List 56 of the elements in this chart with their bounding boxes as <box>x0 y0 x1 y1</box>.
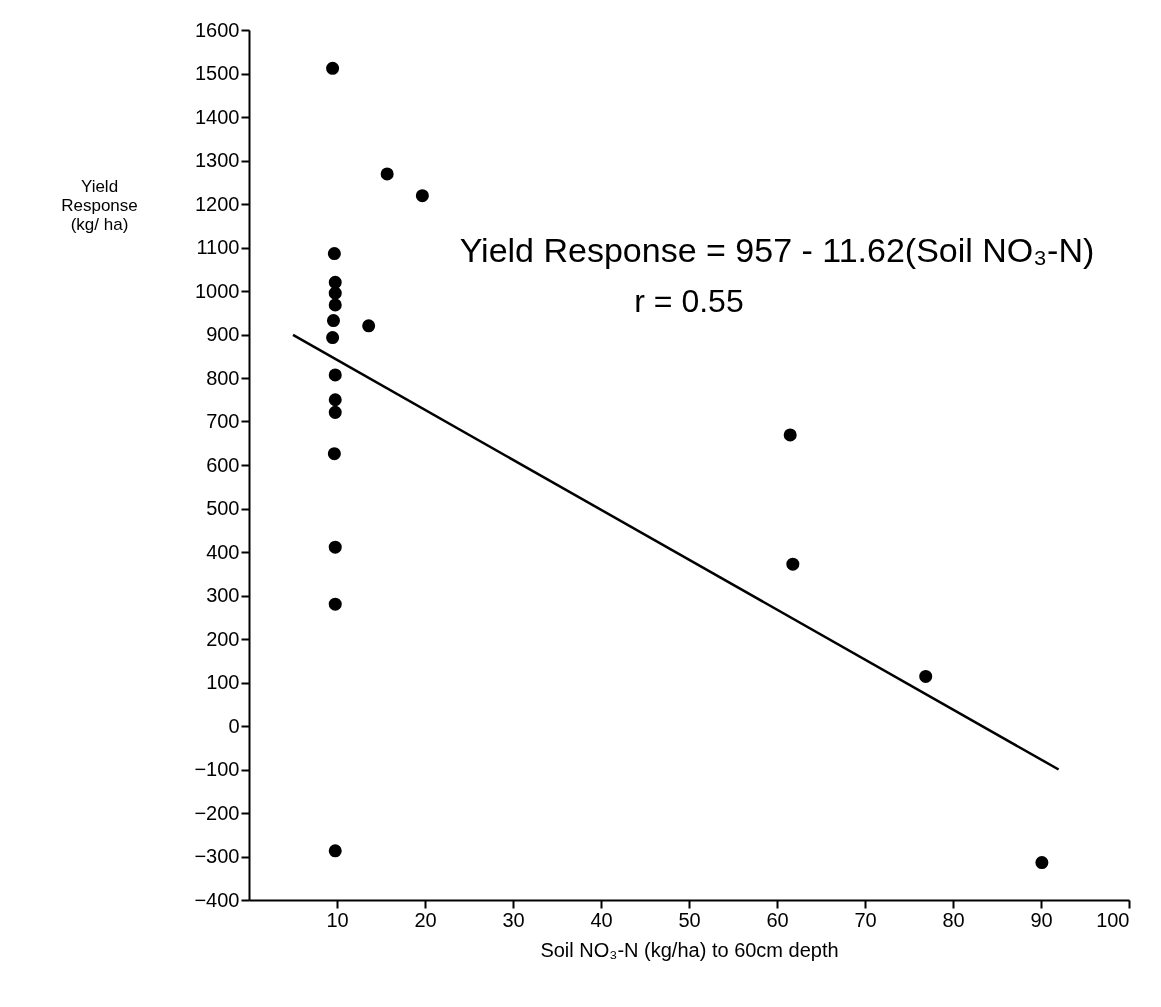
point <box>328 540 342 554</box>
point <box>327 247 341 261</box>
point <box>328 597 342 611</box>
y-tick-label: −300 <box>194 845 240 867</box>
y-axis-title: Yield Response (kg/ ha) <box>61 177 138 235</box>
point <box>919 669 933 683</box>
x-tick-label: 70 <box>854 908 877 931</box>
x-tick-label: 90 <box>1030 908 1053 931</box>
annotation: r = 0.55 <box>634 282 744 319</box>
y-tick-label: −200 <box>194 801 240 824</box>
x-tick-label: 100 <box>1096 908 1130 931</box>
annotation: Yield Response = 957 - 11.62(Soil NO₃-N) <box>459 230 1095 269</box>
x-tick-label: 10 <box>326 908 349 931</box>
point <box>326 314 340 328</box>
point <box>328 393 342 407</box>
point <box>328 405 342 419</box>
y-tick-label: 0 <box>228 714 240 737</box>
y-tick-label: 400 <box>206 540 240 563</box>
point <box>328 368 342 382</box>
y-tick-label: 200 <box>206 627 240 650</box>
y-tick-label: 1300 <box>195 149 240 171</box>
point <box>362 319 376 333</box>
y-tick-label: 1200 <box>195 192 240 215</box>
y-tick-label: 1100 <box>196 236 240 258</box>
point <box>328 298 342 312</box>
y-tick-label: 700 <box>206 410 240 432</box>
point <box>380 167 394 181</box>
point <box>328 275 342 289</box>
point <box>326 331 340 345</box>
x-tick-label: 80 <box>942 908 965 931</box>
y-tick-label: 1400 <box>195 105 240 128</box>
y-tick-label: −400 <box>194 888 240 911</box>
y-tick-label: 1600 <box>195 18 240 41</box>
point <box>1035 856 1049 870</box>
y-tick-label: 1500 <box>195 62 240 84</box>
x-tick-label: 60 <box>766 908 789 931</box>
point <box>415 189 429 203</box>
point <box>327 447 341 461</box>
y-tick-label: 1000 <box>195 279 240 302</box>
x-tick-label: 20 <box>414 908 437 931</box>
y-tick-label: 600 <box>206 453 240 476</box>
point <box>328 844 342 858</box>
x-tick-label: 40 <box>590 908 613 931</box>
point <box>783 428 797 442</box>
y-tick-label: 800 <box>206 366 240 389</box>
y-tick-label: 900 <box>206 323 240 345</box>
x-tick-label: 50 <box>678 908 701 931</box>
x-tick-label: 30 <box>502 908 525 931</box>
y-tick-label: 100 <box>206 671 240 693</box>
y-tick-label: 500 <box>206 497 240 519</box>
point <box>326 61 340 75</box>
x-axis-title: Soil NO₃-N (kg/ha) to 60cm depth <box>540 938 839 961</box>
y-tick-label: −100 <box>194 758 240 780</box>
y-tick-label: 300 <box>206 584 240 606</box>
point <box>786 557 800 571</box>
point <box>328 286 342 300</box>
